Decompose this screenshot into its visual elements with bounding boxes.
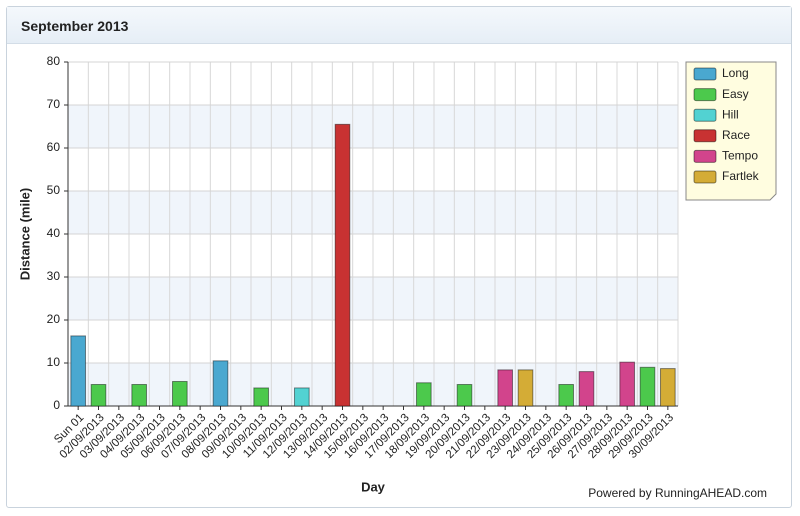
y-tick-label: 30 <box>47 269 61 283</box>
bar <box>497 369 513 407</box>
y-tick-label: 70 <box>47 97 61 111</box>
bar <box>90 384 107 407</box>
y-tick-label: 80 <box>47 54 61 68</box>
legend-label: Hill <box>722 107 739 121</box>
legend-swatch <box>693 88 717 102</box>
bar <box>578 371 595 407</box>
panel-title: September 2013 <box>21 18 129 34</box>
bar <box>172 380 188 407</box>
bar <box>456 384 473 407</box>
y-tick-label: 0 <box>53 398 60 412</box>
bar <box>619 361 635 407</box>
legend-label: Tempo <box>722 149 758 163</box>
legend-swatch <box>693 129 717 143</box>
legend-label: Long <box>722 66 749 80</box>
legend-swatch <box>693 67 717 81</box>
bar <box>334 123 351 407</box>
bar <box>558 384 574 407</box>
panel-header: September 2013 <box>7 7 791 44</box>
bar <box>131 384 147 407</box>
y-tick-label: 20 <box>47 312 61 326</box>
bar <box>212 360 229 407</box>
legend-label: Fartlek <box>722 169 760 183</box>
bar <box>70 335 86 407</box>
bar <box>253 387 269 407</box>
legend-swatch <box>693 149 717 163</box>
bar <box>294 387 310 407</box>
y-tick-label: 40 <box>47 226 61 240</box>
legend-label: Race <box>722 128 750 142</box>
x-axis-title: Day <box>361 479 386 494</box>
bar <box>416 382 432 407</box>
bar <box>639 366 656 407</box>
y-tick-label: 10 <box>47 355 61 369</box>
y-tick-label: 60 <box>47 140 61 154</box>
y-tick-label: 50 <box>47 183 61 197</box>
legend-swatch <box>693 170 717 184</box>
panel: September 2013 <box>6 6 792 508</box>
footer-credit: Powered by RunningAHEAD.com <box>588 486 767 500</box>
legend-swatch <box>693 108 717 122</box>
y-axis-title: Distance (mile) <box>17 188 32 280</box>
bar <box>660 368 676 407</box>
legend-label: Easy <box>722 87 749 101</box>
bar <box>517 369 534 407</box>
